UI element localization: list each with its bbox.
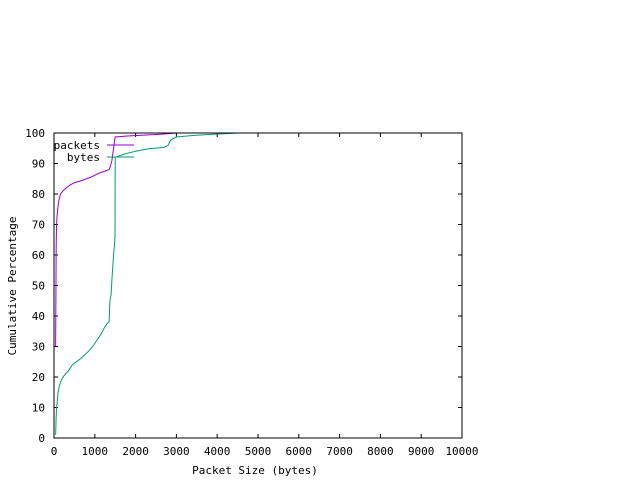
legend-label-packets: packets — [54, 139, 100, 152]
series-layer — [55, 132, 238, 435]
y-tick-label: 60 — [32, 249, 45, 262]
y-tick-label: 10 — [32, 402, 45, 415]
y-tick-label: 80 — [32, 188, 45, 201]
y-tick-label: 50 — [32, 280, 45, 293]
y-tick-label: 100 — [25, 127, 45, 140]
legend-label-bytes: bytes — [67, 151, 100, 164]
x-tick-label: 4000 — [204, 445, 231, 458]
series-line-packets — [55, 132, 177, 347]
x-tick-label: 5000 — [245, 445, 272, 458]
x-axis-ticks: 0 1000 2000 3000 4000 5000 6000 7000 8000 9000 100… — [51, 133, 479, 458]
y-tick-label: 0 — [38, 432, 45, 445]
y-axis-label: Cumulative Percentage — [6, 216, 19, 355]
y-tick-label: 30 — [32, 341, 45, 354]
y-tick-label: 90 — [32, 158, 45, 171]
x-tick-label: 9000 — [408, 445, 435, 458]
y-tick-label: 20 — [32, 371, 45, 384]
x-tick-label: 3000 — [163, 445, 190, 458]
x-tick-label: 2000 — [122, 445, 149, 458]
series-line-bytes — [55, 132, 238, 435]
y-tick-label: 70 — [32, 219, 45, 232]
x-tick-label: 8000 — [367, 445, 394, 458]
y-tick-label: 40 — [32, 310, 45, 323]
x-axis-label: Packet Size (bytes) — [192, 464, 318, 477]
x-tick-label: 6000 — [286, 445, 313, 458]
x-tick-label: 10000 — [445, 445, 478, 458]
x-tick-label: 7000 — [326, 445, 353, 458]
x-tick-label: 0 — [51, 445, 58, 458]
x-tick-label: 1000 — [82, 445, 109, 458]
plot-frame — [53, 132, 463, 439]
